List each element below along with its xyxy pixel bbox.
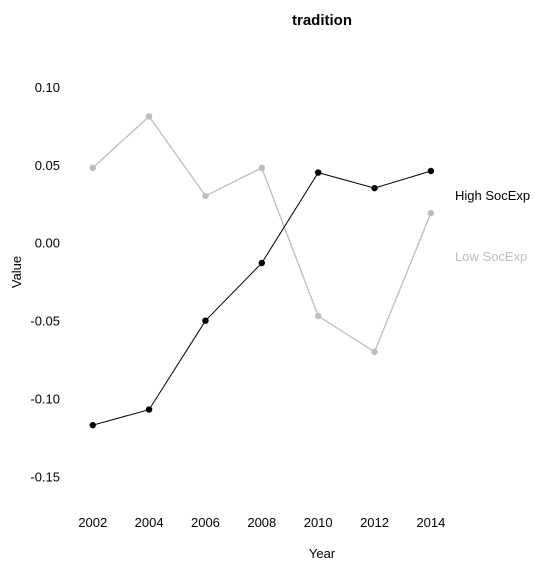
- x-tick-label: 2006: [191, 515, 220, 530]
- x-tick-label: 2002: [78, 515, 107, 530]
- data-point-low-socexp: [314, 312, 322, 320]
- x-tick-label: 2010: [304, 515, 333, 530]
- data-point-high-socexp: [314, 169, 322, 176]
- x-tick-label: 2004: [135, 515, 164, 530]
- x-tick-label: 2012: [360, 515, 389, 530]
- data-point-high-socexp: [202, 317, 209, 324]
- y-tick-label: -0.05: [30, 314, 60, 329]
- x-axis-ticks: 2002 2004 2006 2008 2010 2012 2014: [78, 515, 445, 530]
- y-tick-label: 0.05: [35, 158, 60, 173]
- y-tick-label: 0.00: [35, 236, 60, 251]
- series-label-high-socexp: High SocExp: [455, 188, 530, 203]
- data-point-low-socexp: [89, 164, 96, 172]
- y-tick-label: -0.15: [30, 470, 60, 485]
- series-line-high-socexp: [92, 170, 432, 426]
- data-point-high-socexp: [145, 406, 153, 413]
- series-line-low-socexp: [92, 115, 432, 353]
- y-axis-label: Value: [9, 256, 24, 288]
- y-tick-label: -0.10: [30, 392, 60, 407]
- data-point-high-socexp: [427, 167, 435, 175]
- data-point-low-socexp: [202, 192, 209, 200]
- x-tick-label: 2014: [416, 515, 445, 530]
- x-axis-label: Year: [309, 546, 336, 561]
- x-tick-label: 2008: [247, 515, 276, 530]
- series-layer: High SocExp Low SocExp: [89, 113, 530, 429]
- data-point-low-socexp: [145, 113, 153, 120]
- series-high-socexp: [89, 167, 435, 429]
- y-axis-ticks: 0.10 0.05 0.00 -0.05 -0.10 -0.15: [30, 80, 60, 485]
- series-label-low-socexp: Low SocExp: [455, 249, 527, 264]
- data-point-low-socexp: [371, 348, 378, 356]
- data-point-high-socexp: [371, 184, 378, 192]
- y-tick-label: 0.10: [35, 80, 60, 95]
- data-point-high-socexp: [258, 259, 266, 267]
- data-point-high-socexp: [89, 421, 96, 429]
- chart-title: tradition: [292, 12, 352, 29]
- data-point-low-socexp: [258, 164, 266, 172]
- series-low-socexp: [89, 113, 435, 356]
- data-point-low-socexp: [427, 209, 435, 217]
